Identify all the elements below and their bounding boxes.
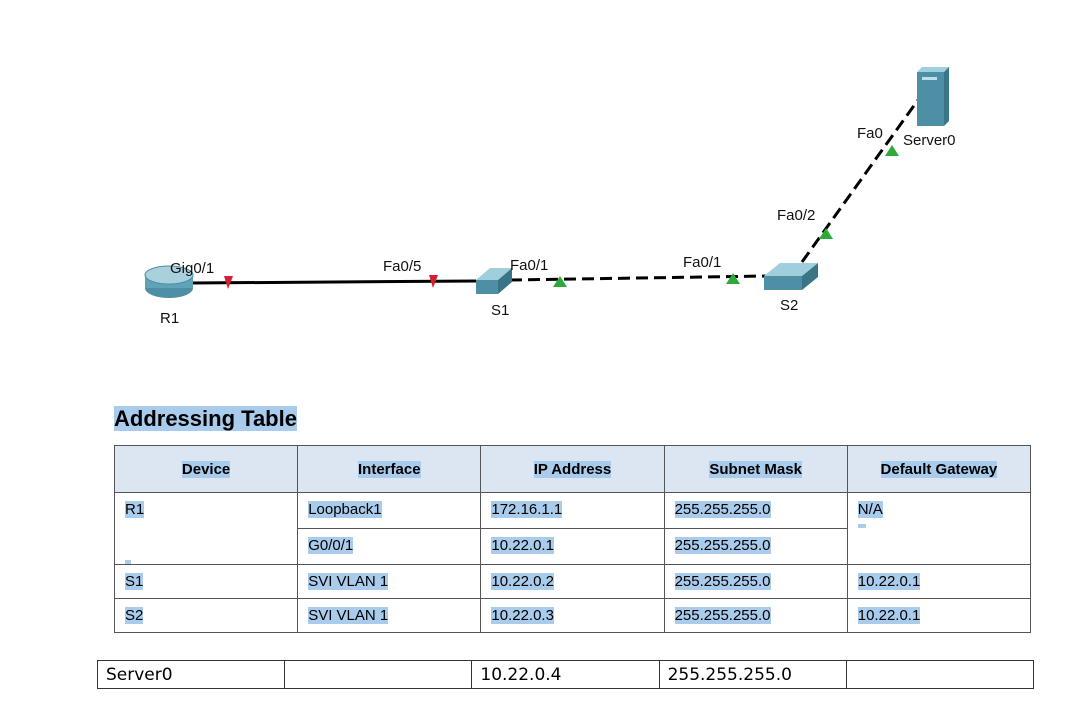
cell-text: N/A [857, 501, 883, 518]
device-label: Server0 [903, 132, 956, 149]
column-header: IP Address [480, 445, 665, 493]
table-cell: G0/0/1 [297, 528, 482, 565]
header-row: Device Interface IP Address Subnet Mask Defa… [113, 445, 1032, 493]
link [191, 279, 477, 285]
table-cell: 10.22.0.1 [480, 528, 665, 565]
table-cell [845, 660, 1035, 689]
column-header: Default Gateway [846, 445, 1032, 493]
column-header: Interface [297, 445, 482, 493]
table-cell: 255.255.255.0 [663, 528, 848, 565]
title-text: Addressing Table [114, 406, 297, 431]
port-markers [224, 145, 899, 289]
table-cell: SVI VLAN 1 [297, 564, 482, 599]
table-cell: 255.255.255.0 [658, 660, 847, 689]
gateway-cell: 10.22.0.1 [846, 564, 1032, 599]
cell-text: S2 [125, 607, 144, 624]
port-label: Gig0/1 [170, 260, 214, 277]
table-row: S2 SVI VLAN 1 10.22.0.3 255.255.255.0 10.22.… [113, 598, 1032, 633]
device-cell: S1 [113, 564, 299, 599]
cell-text: 10.22.0.1 [857, 573, 921, 590]
switch-icon [764, 263, 818, 290]
cell-text: Loopback1 [308, 501, 382, 518]
cell-text: IP Address [533, 460, 612, 478]
topology: Gig0/1 Fa0/5 Fa0/1 Fa0/1 Fa0/2 Fa0 R1 S1… [144, 67, 956, 327]
table-cell: 255.255.255.0 [663, 492, 848, 529]
table-cell: SVI VLAN 1 [297, 598, 482, 633]
table-cell: 10.22.0.4 [471, 660, 660, 689]
table-body: R1 Loopback1 172.16.1.1 255.255.255.0 N/A G0/… [113, 492, 1032, 633]
gateway-cell: N/A [846, 492, 1032, 565]
cell-text: 10.22.0.1 [857, 607, 921, 624]
switch-icon [476, 268, 512, 294]
port-label: Fa0/5 [383, 258, 421, 275]
marker [857, 524, 866, 528]
table-cell: Loopback1 [297, 492, 482, 529]
table-row: R1 Loopback1 172.16.1.1 255.255.255.0 N/A [113, 492, 1032, 565]
device-cell: S2 [113, 598, 299, 633]
server-row: Server0 10.22.0.4 255.255.255.0 [96, 660, 1035, 689]
marker [125, 560, 131, 564]
cell-text: 255.255.255.0 [674, 537, 771, 554]
cell-text: SVI VLAN 1 [308, 573, 389, 590]
cell-text: 255.255.255.0 [674, 607, 771, 624]
table-cell: 172.16.1.1 [480, 492, 665, 529]
cell-text: Subnet Mask [709, 460, 802, 478]
cell-text: Device [181, 460, 231, 478]
table-title: Addressing Table [114, 406, 297, 432]
cell-text: R1 [125, 501, 145, 518]
port-label: Fa0/2 [777, 207, 815, 224]
table-cell: 255.255.255.0 [663, 598, 848, 633]
cell-text: Interface [358, 460, 421, 478]
table-row: G0/0/1 10.22.0.1 255.255.255.0 [115, 528, 1031, 565]
table-cell: Server0 [96, 660, 286, 689]
port-label: Fa0/1 [510, 257, 548, 274]
table-row: S1 SVI VLAN 1 10.22.0.2 255.255.255.0 10.22.… [113, 564, 1032, 599]
port-label: Fa0 [857, 125, 883, 142]
port-label: Fa0/1 [683, 254, 721, 271]
table-cell: 10.22.0.3 [480, 598, 665, 633]
device-label: R1 [160, 310, 179, 327]
cell-text: 255.255.255.0 [674, 501, 771, 518]
link [800, 99, 920, 263]
router-icon [144, 265, 194, 298]
link [509, 274, 769, 282]
column-header: Device [113, 445, 299, 493]
cell-text: 172.16.1.1 [491, 501, 563, 518]
cell-text: SVI VLAN 1 [308, 607, 389, 624]
gateway-cell: 10.22.0.1 [846, 598, 1032, 633]
addressing-table: Device Interface IP Address Subnet Mask Defa… [113, 445, 1032, 633]
column-header: Subnet Mask [663, 445, 848, 493]
cell-text: S1 [125, 573, 144, 590]
table-cell [284, 660, 473, 689]
device-cell: R1 [113, 492, 299, 565]
cell-text: 10.22.0.3 [491, 607, 554, 624]
server-icon [917, 67, 949, 126]
device-label: S2 [780, 297, 798, 314]
table-cell: 255.255.255.0 [663, 564, 848, 599]
server-row-table: Server0 10.22.0.4 255.255.255.0 [96, 660, 1035, 689]
cell-text: 255.255.255.0 [674, 573, 771, 590]
cell-text: G0/0/1 [308, 537, 354, 554]
cell-text: Default Gateway [880, 460, 998, 478]
device-label: S1 [491, 302, 509, 319]
cell-text: 10.22.0.2 [491, 573, 554, 590]
cell-text: 10.22.0.1 [491, 537, 554, 554]
table-cell: 10.22.0.2 [480, 564, 665, 599]
